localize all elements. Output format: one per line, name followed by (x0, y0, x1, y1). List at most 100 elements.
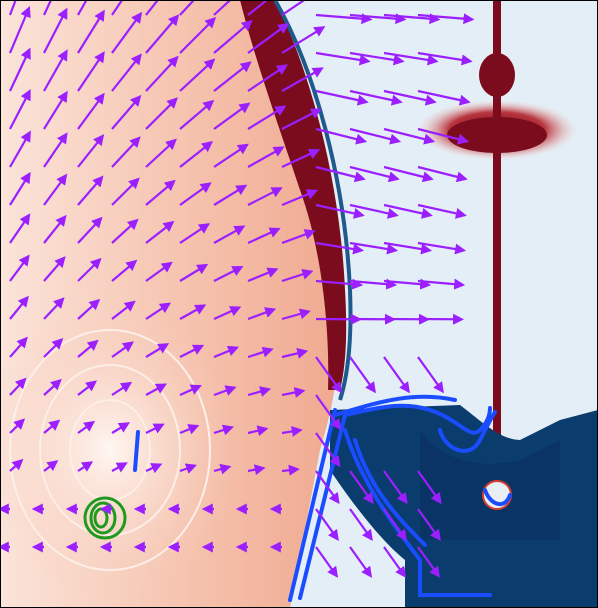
velocity-arrow (417, 278, 466, 290)
velocity-arrow (43, 49, 68, 92)
velocity-arrow (281, 347, 309, 359)
velocity-arrow (281, 189, 319, 207)
velocity-arrow (145, 383, 168, 396)
velocity-arrow (213, 61, 252, 92)
velocity-arrow (111, 462, 128, 473)
velocity-arrow (43, 256, 66, 282)
velocity-arrow (145, 55, 179, 92)
velocity-arrow (9, 458, 24, 472)
velocity-arrow (77, 298, 101, 320)
velocity-arrow (247, 105, 287, 130)
velocity-arrow (145, 423, 165, 434)
ring-region (0, 300, 240, 600)
velocity-arrow (213, 225, 246, 244)
velocity-arrow (111, 136, 141, 168)
velocity-arrow (315, 432, 341, 468)
velocity-arrow (281, 26, 326, 54)
velocity-arrow (111, 177, 140, 206)
velocity-arrow (349, 546, 373, 578)
velocity-arrow (281, 229, 316, 245)
velocity-arrow (111, 53, 142, 92)
velocity-arrow (315, 546, 339, 578)
velocity-arrow (349, 278, 398, 290)
velocity-arrow (179, 344, 205, 358)
velocity-arrow (383, 508, 407, 541)
velocity-arrow (213, 385, 237, 397)
velocity-arrow (247, 0, 269, 16)
blue-contours (133, 394, 512, 602)
velocity-arrow (417, 89, 471, 106)
velocity-arrow (9, 130, 31, 168)
velocity-arrow (179, 141, 214, 168)
velocity-arrow (247, 464, 266, 476)
velocity-arrow (349, 470, 374, 505)
velocity-arrow (43, 460, 59, 472)
velocity-arrow (247, 267, 279, 283)
jet-knot (479, 53, 515, 97)
velocity-arrow (179, 0, 196, 16)
velocity-arrow (349, 51, 405, 66)
velocity-arrow (8, 0, 17, 16)
velocity-arrow (315, 470, 340, 505)
velocity-arrow (43, 419, 61, 434)
velocity-arrow (349, 13, 407, 25)
velocity-arrow (213, 0, 232, 16)
velocity-arrow (77, 339, 99, 358)
velocity-arrow (213, 463, 232, 475)
velocity-arrow (77, 9, 105, 54)
velocity-arrow (145, 14, 180, 54)
velocity-arrow (111, 341, 134, 358)
velocity-arrow (281, 387, 306, 398)
velocity-arrow (179, 424, 200, 435)
velocity-arrow (145, 261, 173, 282)
velocity-arrow (247, 386, 272, 397)
velocity-arrow (247, 425, 269, 437)
velocity-arrow (145, 220, 175, 244)
velocity-arrow (43, 173, 68, 206)
velocity-arrow (417, 203, 467, 219)
velocity-arrow (247, 346, 274, 359)
velocity-arrow (179, 263, 209, 282)
velocity-arrow (383, 356, 410, 394)
velocity-arrow (213, 424, 234, 436)
velocity-arrow (417, 241, 467, 255)
velocity-arrow (349, 356, 376, 394)
velocity-arrow (213, 266, 244, 282)
velocity-arrow (9, 295, 29, 320)
velocity-arrow (43, 214, 67, 244)
velocity-arrow (349, 508, 373, 541)
velocity-arrow (111, 422, 130, 434)
velocity-arrow (417, 127, 470, 145)
velocity-arrow (8, 5, 31, 54)
velocity-arrow (77, 257, 102, 282)
velocity-arrow (77, 420, 96, 434)
velocity-arrow (315, 508, 339, 541)
velocity-arrow (383, 241, 433, 255)
velocity-arrow (247, 22, 290, 54)
velocity-arrow (179, 99, 215, 130)
velocity-arrow (315, 13, 373, 25)
velocity-arrow (349, 165, 400, 183)
velocity-arrow (383, 546, 407, 578)
ripple-rings (9, 329, 211, 571)
velocity-arrow (9, 254, 30, 282)
velocity-arrow (213, 345, 240, 359)
velocity-arrow (383, 51, 439, 66)
velocity-arrow (77, 216, 103, 244)
velocity-arrow (315, 278, 364, 290)
velocity-arrow (281, 268, 314, 283)
green-contour (83, 496, 127, 540)
velocity-arrow (179, 182, 212, 206)
velocity-arrow (43, 378, 62, 396)
velocity-arrow (111, 218, 139, 244)
velocity-arrow (315, 241, 365, 255)
velocity-arrow (383, 203, 433, 219)
velocity-arrow (247, 227, 281, 244)
jet-stripe (493, 0, 501, 470)
velocity-arrow (77, 380, 98, 396)
jet-core (447, 117, 547, 153)
velocity-arrow (383, 13, 441, 25)
velocity-arrow (77, 175, 104, 206)
velocity-arrow (315, 51, 371, 66)
